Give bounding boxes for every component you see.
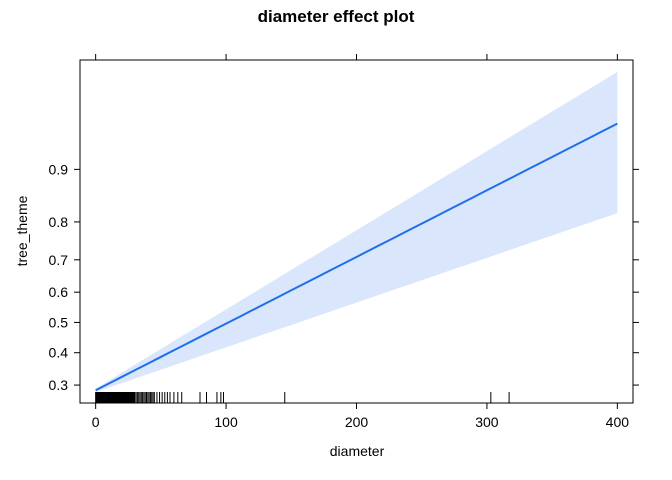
y-tick-label: 0.9 — [49, 161, 69, 177]
x-tick-label: 200 — [345, 414, 369, 430]
y-tick-label: 0.4 — [49, 345, 69, 361]
confidence-band-layer — [95, 71, 618, 393]
rug-layer — [95, 392, 510, 403]
y-tick-label: 0.7 — [49, 252, 69, 268]
x-tick-label: 300 — [475, 414, 499, 430]
y-tick-label: 0.6 — [49, 284, 69, 300]
x-axis-ticks: 0 100 200 300 400 — [92, 54, 629, 430]
y-axis-ticks: 0.3 0.4 0.5 0.6 0.7 0.8 0.9 — [49, 161, 639, 393]
x-axis-label: diameter — [330, 443, 385, 459]
y-tick-label: 0.5 — [49, 314, 69, 330]
x-tick-label: 0 — [92, 414, 100, 430]
x-tick-label: 100 — [214, 414, 238, 430]
chart-title: diameter effect plot — [258, 7, 415, 26]
y-tick-label: 0.8 — [49, 214, 69, 230]
effect-line-layer — [95, 122, 618, 392]
y-axis-label: tree_theme — [14, 195, 30, 266]
x-tick-label: 400 — [606, 414, 630, 430]
confidence-band — [95, 71, 618, 393]
effect-line — [95, 122, 618, 392]
y-tick-label: 0.3 — [49, 377, 69, 393]
